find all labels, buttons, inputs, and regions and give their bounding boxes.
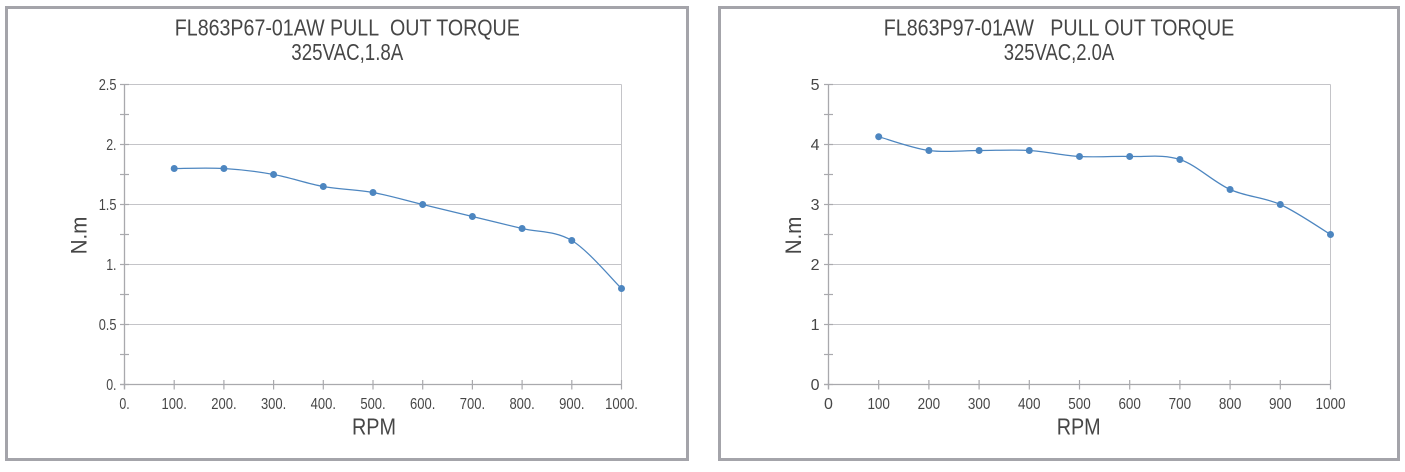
svg-text:1000.: 1000. xyxy=(605,396,638,413)
svg-text:2.5: 2.5 xyxy=(99,77,117,94)
svg-text:1: 1 xyxy=(811,317,820,334)
svg-text:0: 0 xyxy=(824,396,833,413)
svg-text:4: 4 xyxy=(811,137,820,154)
svg-text:0.: 0. xyxy=(106,377,116,394)
svg-text:900.: 900. xyxy=(559,396,584,413)
svg-text:2: 2 xyxy=(811,257,820,274)
svg-text:500: 500 xyxy=(1068,396,1091,413)
svg-text:325VAC,2.0A: 325VAC,2.0A xyxy=(1004,39,1115,65)
svg-text:500.: 500. xyxy=(360,396,385,413)
svg-text:FL863P97-01AW PULL OUT TORQU: FL863P97-01AW PULL OUT TORQUE xyxy=(884,15,1235,41)
svg-text:0.: 0. xyxy=(119,396,129,413)
svg-text:200.: 200. xyxy=(211,396,236,413)
svg-text:700: 700 xyxy=(1169,396,1192,413)
svg-text:RPM: RPM xyxy=(352,414,396,440)
svg-text:100.: 100. xyxy=(162,396,187,413)
svg-text:300.: 300. xyxy=(261,396,286,413)
svg-text:600: 600 xyxy=(1118,396,1141,413)
svg-text:N.m: N.m xyxy=(67,217,92,255)
svg-text:0: 0 xyxy=(811,377,820,394)
svg-text:700.: 700. xyxy=(460,396,485,413)
svg-text:800: 800 xyxy=(1219,396,1242,413)
svg-text:5: 5 xyxy=(811,77,820,94)
svg-text:800.: 800. xyxy=(509,396,534,413)
svg-text:1.5: 1.5 xyxy=(99,197,117,214)
svg-text:2.: 2. xyxy=(106,137,116,154)
svg-text:0.5: 0.5 xyxy=(99,317,117,334)
svg-text:400.: 400. xyxy=(311,396,336,413)
svg-text:FL863P67-01AW PULL OUT TORQUE: FL863P67-01AW PULL OUT TORQUE xyxy=(175,15,520,41)
svg-text:1.: 1. xyxy=(106,257,116,274)
svg-text:400: 400 xyxy=(1018,396,1041,413)
svg-text:RPM: RPM xyxy=(1057,414,1101,440)
svg-text:900: 900 xyxy=(1269,396,1292,413)
svg-text:3: 3 xyxy=(811,197,820,214)
svg-text:1000: 1000 xyxy=(1316,396,1346,413)
svg-text:325VAC,1.8A: 325VAC,1.8A xyxy=(291,39,404,65)
svg-text:100: 100 xyxy=(867,396,890,413)
svg-text:600.: 600. xyxy=(410,396,435,413)
svg-text:200: 200 xyxy=(918,396,941,413)
svg-text:N.m: N.m xyxy=(781,217,806,255)
svg-text:300: 300 xyxy=(968,396,991,413)
